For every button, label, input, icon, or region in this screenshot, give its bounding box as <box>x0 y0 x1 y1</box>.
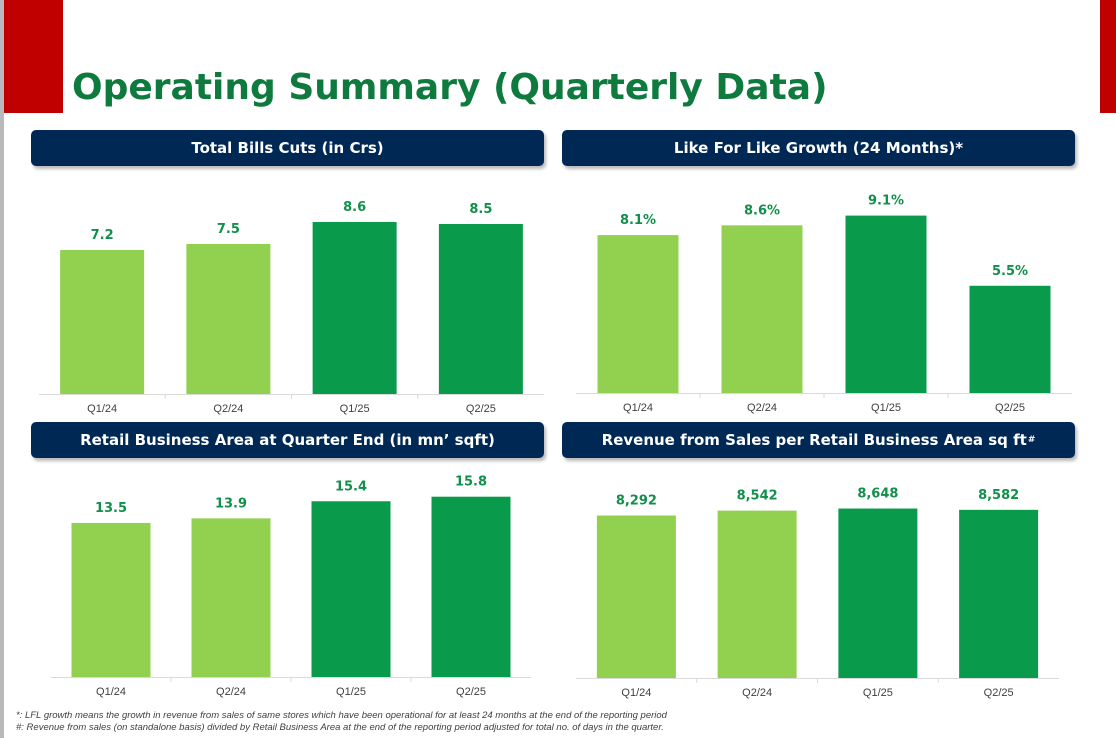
chart-title-superscript: # <box>1027 435 1036 445</box>
left-red-accent <box>4 0 63 113</box>
x-tick-label: Q1/25 <box>340 403 370 415</box>
bar <box>959 509 1039 678</box>
data-label: 13.9 <box>215 496 247 511</box>
data-label: 8.6 <box>343 200 366 215</box>
data-label: 15.4 <box>335 479 367 494</box>
x-tick-label: Q1/24 <box>621 687 651 699</box>
data-label: 13.5 <box>95 501 127 516</box>
data-label: 5.5% <box>992 264 1028 279</box>
data-label: 9.1% <box>868 194 904 209</box>
x-tick-label: Q2/25 <box>984 687 1014 699</box>
bar <box>438 224 523 394</box>
bar-chart-revenue: 8,292 Q1/24 8,542 Q2/24 8,648 Q1/25 8,582 Q2/25 <box>576 487 1059 699</box>
chart-title-text: Total Bills Cuts (in Crs) <box>191 139 384 157</box>
chart-title-text: Like For Like Growth (24 Months)* <box>673 139 964 157</box>
chart-title-text: Revenue from Sales per Retail Business A… <box>601 431 1027 449</box>
chart-title-revenue: Revenue from Sales per Retail Business A… <box>562 422 1075 458</box>
page-title: Operating Summary (Quarterly Data) <box>72 67 828 108</box>
bar <box>845 215 927 393</box>
bar <box>60 250 145 394</box>
chart-panel-bills: Total Bills Cuts (in Crs) 7.2 Q1/24 7.5 Q2/… <box>31 130 544 420</box>
bar <box>431 496 511 677</box>
chart-panel-area: Retail Business Area at Quarter End (in … <box>31 422 544 702</box>
x-tick-label: Q1/24 <box>87 403 117 415</box>
chart-panel-lfl: Like For Like Growth (24 Months)* 8.1% Q1… <box>562 130 1075 420</box>
right-red-accent <box>1100 0 1116 113</box>
footnotes: *: LFL growth means the growth in revenu… <box>16 710 1096 734</box>
bar <box>597 235 679 393</box>
data-label: 7.5 <box>217 222 240 237</box>
chart-title-text: Retail Business Area at Quarter End (in … <box>80 431 495 449</box>
data-label: 8.5 <box>469 202 492 217</box>
bar <box>312 222 397 394</box>
bar <box>717 510 797 678</box>
bar <box>721 225 803 393</box>
bar <box>596 515 676 678</box>
x-tick-label: Q2/25 <box>466 403 496 415</box>
x-tick-label: Q2/25 <box>995 402 1025 414</box>
chart-panel-revenue: Revenue from Sales per Retail Business A… <box>562 422 1075 702</box>
chart-title-bills: Total Bills Cuts (in Crs) <box>31 130 544 166</box>
bar <box>186 244 271 394</box>
bar <box>191 518 271 677</box>
data-label: 8.1% <box>620 213 656 228</box>
data-label: 8,648 <box>857 487 898 502</box>
chart-title-lfl: Like For Like Growth (24 Months)* <box>562 130 1075 166</box>
data-label: 8,292 <box>616 494 657 509</box>
x-tick-label: Q2/24 <box>742 687 772 699</box>
footnote-lfl: *: LFL growth means the growth in revenu… <box>16 710 667 721</box>
data-label: 15.8 <box>455 475 487 490</box>
x-tick-label: Q1/25 <box>336 686 366 698</box>
x-tick-label: Q2/24 <box>216 686 246 698</box>
x-tick-label: Q1/24 <box>623 402 653 414</box>
data-label: 7.2 <box>91 228 114 243</box>
bar <box>969 285 1051 393</box>
data-label: 8.6% <box>744 203 780 218</box>
x-tick-label: Q1/25 <box>863 687 893 699</box>
chart-title-area: Retail Business Area at Quarter End (in … <box>31 422 544 458</box>
x-tick-label: Q1/25 <box>871 402 901 414</box>
bar <box>71 522 151 677</box>
data-label: 8,582 <box>978 488 1019 503</box>
bar-chart-bills: 7.2 Q1/24 7.5 Q2/24 8.6 Q1/25 8.5 Q2/25 <box>39 200 544 415</box>
bar <box>838 508 918 678</box>
x-tick-label: Q1/24 <box>96 686 126 698</box>
bar-chart-lfl: 8.1% Q1/24 8.6% Q2/24 9.1% Q1/25 5.5% Q2/25 <box>576 194 1072 414</box>
left-frame-border <box>0 0 4 738</box>
x-tick-label: Q2/25 <box>456 686 486 698</box>
footnote-revenue: #: Revenue from sales (on standalone bas… <box>16 722 664 733</box>
x-tick-label: Q2/24 <box>213 403 243 415</box>
bar-chart-area: 13.5 Q1/24 13.9 Q2/24 15.4 Q1/25 15.8 Q2/25 <box>51 475 531 698</box>
data-label: 8,542 <box>737 489 778 504</box>
x-tick-label: Q2/24 <box>747 402 777 414</box>
bar <box>311 501 391 677</box>
